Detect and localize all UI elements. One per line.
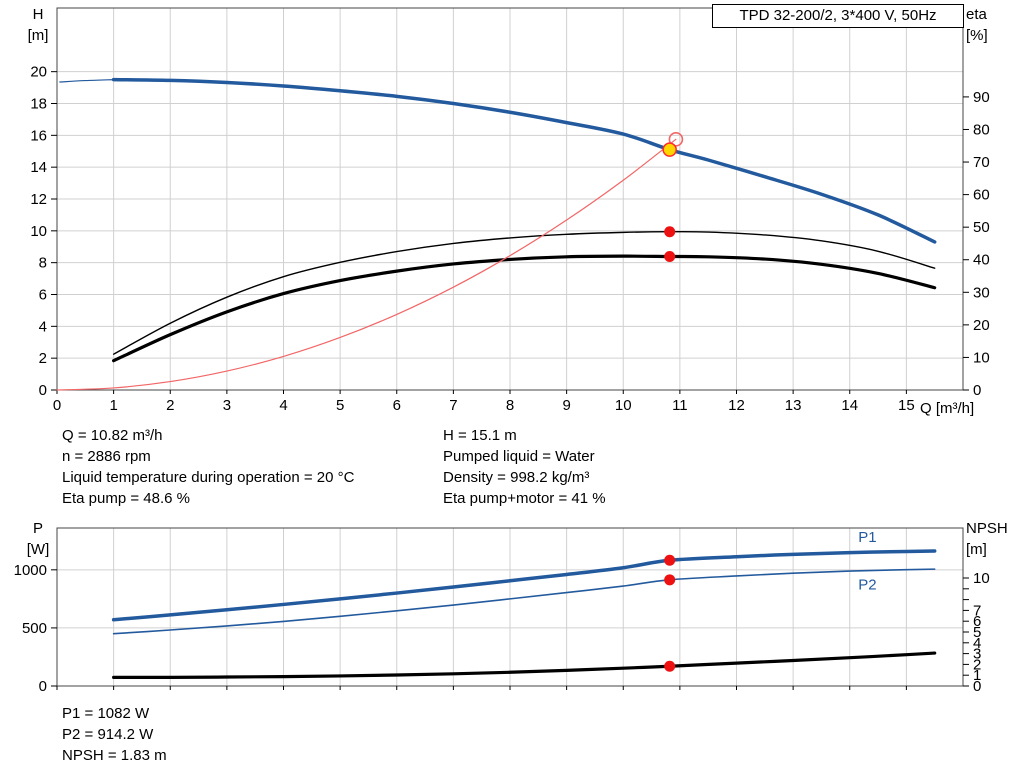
head-curve	[111, 77, 937, 244]
result-p1: P1 = 1082 W	[62, 705, 150, 722]
p-axis-symbol: P	[32, 520, 43, 537]
x-tick-label: 4	[279, 397, 287, 414]
requested-duty-point	[668, 132, 684, 147]
left-tick-label: 0	[39, 382, 47, 399]
info-speed: n = 2886 rpm	[62, 448, 151, 465]
x-tick-label: 1	[109, 397, 117, 414]
left-tick-label: 500	[22, 620, 47, 637]
duty-point	[662, 142, 677, 157]
h-axis-label: H [m]	[18, 4, 58, 46]
eta-axis-symbol: eta	[966, 6, 987, 23]
p2-point	[664, 574, 676, 586]
p-axis-label: P [W]	[18, 518, 58, 560]
right-tick-label: 80	[973, 121, 990, 138]
right-tick-label: 30	[973, 284, 990, 301]
right-tick-label: 60	[973, 187, 990, 204]
right-tick-label: 2	[973, 656, 981, 673]
x-tick-label: 6	[393, 397, 401, 414]
x-tick-label: 2	[166, 397, 174, 414]
eta-pump-point	[664, 226, 676, 238]
left-tick-label: 8	[39, 255, 47, 272]
left-tick-label: 18	[30, 96, 47, 113]
pump-type-label: TPD 32-200/2, 3*400 V, 50Hz	[712, 4, 964, 28]
eta-pump-motor-point	[664, 250, 676, 262]
left-tick-label: 16	[30, 127, 47, 144]
p2-curve	[112, 568, 936, 635]
left-tick-label: 0	[39, 678, 47, 695]
left-tick-label: 1000	[14, 562, 47, 579]
curve-label-P1: P1	[858, 529, 876, 546]
eta-axis-unit: [%]	[966, 27, 988, 44]
left-tick-label: 2	[39, 350, 47, 367]
p1-curve	[111, 549, 937, 622]
system-curve	[56, 138, 677, 391]
right-tick-label: 40	[973, 252, 990, 269]
npsh-curve	[112, 651, 937, 679]
info-head: H = 15.1 m	[443, 427, 517, 444]
right-tick-label: 7	[973, 602, 981, 619]
x-tick-label: 9	[562, 397, 570, 414]
eta-axis-label: eta [%]	[966, 4, 1016, 46]
x-tick-label: 7	[449, 397, 457, 414]
x-tick-label: 0	[53, 397, 61, 414]
hq-eta-chart: 0 1 2 3 4 5 6 7 8 9 10 11 12 13 14 15024681012141618200…	[30, 7, 990, 414]
npsh-axis-label: NPSH [m]	[966, 518, 1022, 560]
result-npsh: NPSH = 1.83 m	[62, 747, 167, 764]
info-flow: Q = 10.82 m³/h	[62, 427, 163, 444]
info-liquid: Pumped liquid = Water	[443, 448, 595, 465]
left-tick-label: 14	[30, 159, 47, 176]
npsh-axis-unit: [m]	[966, 541, 987, 558]
x-tick-label: 3	[223, 397, 231, 414]
x-tick-label: 14	[841, 397, 858, 414]
right-tick-label: 0	[973, 678, 981, 695]
info-temp: Liquid temperature during operation = 20…	[62, 469, 355, 486]
eta-pump-curve	[112, 230, 936, 355]
right-tick-label: 6	[973, 613, 981, 630]
x-tick-label: 12	[728, 397, 745, 414]
left-tick-label: 10	[30, 223, 47, 240]
h-axis-unit: [m]	[27, 27, 49, 44]
result-p2: P2 = 914.2 W	[62, 726, 154, 743]
p1-point	[664, 554, 676, 566]
p-axis-unit: [W]	[26, 541, 50, 558]
x-tick-label: 10	[615, 397, 632, 414]
left-tick-label: 4	[39, 318, 47, 335]
right-tick-label: 90	[973, 89, 990, 106]
left-tick-label: 20	[30, 64, 47, 81]
left-tick-label: 12	[30, 191, 47, 208]
right-tick-label: 20	[973, 317, 990, 334]
info-eta-pump: Eta pump = 48.6 %	[62, 490, 190, 507]
right-tick-label: 50	[973, 219, 990, 236]
eta-pump-motor-curve	[112, 254, 937, 363]
right-tick-label: 70	[973, 154, 990, 171]
right-tick-label: 3	[973, 646, 981, 663]
npsh-point	[664, 660, 676, 672]
head-curve-low-flow	[59, 79, 115, 83]
q-axis-label: Q [m³/h]	[920, 400, 975, 417]
info-eta-total: Eta pump+motor = 41 %	[443, 490, 606, 507]
right-tick-label: 10	[973, 349, 990, 366]
curve-label-P2: P2	[858, 577, 876, 594]
npsh-axis-symbol: NPSH	[966, 520, 1008, 537]
h-axis-symbol: H	[32, 6, 44, 23]
right-tick-label: 4	[973, 635, 981, 652]
info-density: Density = 998.2 kg/m³	[443, 469, 590, 486]
x-tick-label: 5	[336, 397, 344, 414]
x-tick-label: 11	[672, 397, 688, 414]
x-tick-label: 15	[898, 397, 915, 414]
x-tick-label: 8	[506, 397, 514, 414]
right-tick-label: 10	[973, 570, 990, 587]
left-tick-label: 6	[39, 287, 47, 304]
right-tick-label: 0	[973, 382, 981, 399]
right-tick-label: 1	[973, 667, 981, 684]
right-tick-label: 5	[973, 624, 981, 641]
x-tick-label: 13	[785, 397, 802, 414]
